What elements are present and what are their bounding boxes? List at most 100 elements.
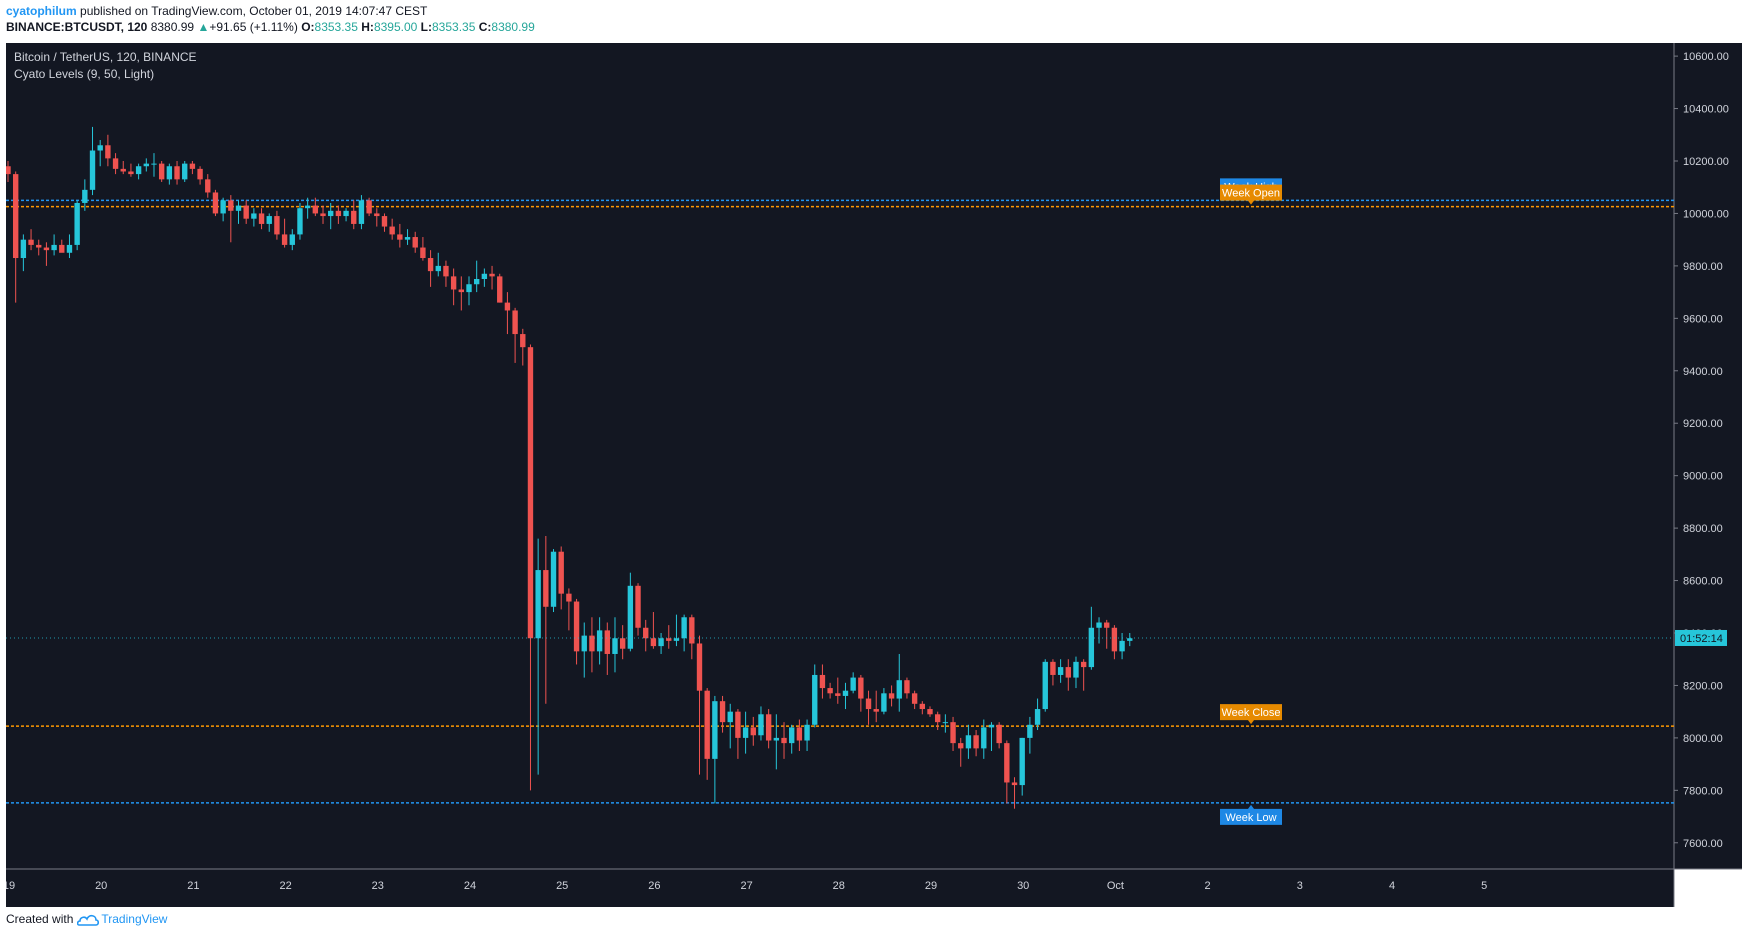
candle[interactable] xyxy=(965,724,972,759)
candle[interactable] xyxy=(835,677,841,704)
candle[interactable] xyxy=(82,179,88,211)
candle[interactable] xyxy=(988,722,995,751)
candle[interactable] xyxy=(281,218,288,248)
candle[interactable] xyxy=(266,213,272,232)
candle[interactable] xyxy=(473,260,480,293)
candle[interactable] xyxy=(543,535,549,704)
candle[interactable] xyxy=(182,161,188,182)
candle[interactable] xyxy=(858,674,864,712)
candle[interactable] xyxy=(735,709,741,759)
candle[interactable] xyxy=(289,229,295,251)
level-tag[interactable]: Week Open xyxy=(1220,184,1282,205)
candle[interactable] xyxy=(374,208,380,227)
candle[interactable] xyxy=(1111,625,1118,660)
candle[interactable] xyxy=(497,273,503,303)
candle[interactable] xyxy=(934,711,941,731)
candle[interactable] xyxy=(919,701,926,715)
candle[interactable] xyxy=(328,202,334,230)
candle[interactable] xyxy=(351,200,357,230)
candle[interactable] xyxy=(1042,659,1048,712)
candle[interactable] xyxy=(742,711,749,754)
candle[interactable] xyxy=(1011,777,1018,809)
candle[interactable] xyxy=(827,682,833,699)
candle[interactable] xyxy=(958,737,964,767)
candle[interactable] xyxy=(589,617,595,673)
candle[interactable] xyxy=(28,229,34,251)
candle[interactable] xyxy=(842,682,849,710)
level-tag[interactable]: Week Close xyxy=(1220,704,1282,725)
candle[interactable] xyxy=(427,250,434,287)
plot-area[interactable] xyxy=(6,43,1674,869)
candle[interactable] xyxy=(512,307,518,363)
indicator-label[interactable]: Cyato Levels (9, 50, Light) xyxy=(14,67,154,81)
candle[interactable] xyxy=(1034,698,1041,731)
candle[interactable] xyxy=(220,197,226,222)
candle[interactable] xyxy=(397,223,403,248)
candle[interactable] xyxy=(1027,716,1033,754)
candle[interactable] xyxy=(550,549,557,613)
candle[interactable] xyxy=(650,612,657,649)
candle[interactable] xyxy=(105,134,111,167)
candle[interactable] xyxy=(950,716,956,751)
candle[interactable] xyxy=(420,237,426,261)
candle[interactable] xyxy=(274,210,280,240)
candle[interactable] xyxy=(750,716,756,746)
candle[interactable] xyxy=(174,161,180,185)
candle[interactable] xyxy=(1088,606,1095,670)
candle[interactable] xyxy=(297,202,303,240)
candle[interactable] xyxy=(36,239,42,256)
candle[interactable] xyxy=(1080,659,1087,691)
candle[interactable] xyxy=(335,205,342,224)
candle[interactable] xyxy=(1065,659,1071,691)
candle[interactable] xyxy=(888,685,895,707)
candle[interactable] xyxy=(251,208,257,227)
candle[interactable] xyxy=(696,635,703,775)
candle[interactable] xyxy=(619,625,626,660)
candle[interactable] xyxy=(66,234,73,259)
level-tag[interactable]: Week Low xyxy=(1220,804,1282,825)
candle[interactable] xyxy=(773,714,780,770)
candle[interactable] xyxy=(904,677,910,699)
candle[interactable] xyxy=(43,242,50,266)
candle[interactable] xyxy=(389,218,395,240)
candle[interactable] xyxy=(189,161,196,175)
candle[interactable] xyxy=(927,706,933,717)
candle[interactable] xyxy=(596,617,603,665)
candle[interactable] xyxy=(51,234,57,256)
candle[interactable] xyxy=(666,625,672,649)
candle[interactable] xyxy=(765,709,772,749)
candle[interactable] xyxy=(796,719,803,751)
candle[interactable] xyxy=(412,231,418,253)
candle[interactable] xyxy=(535,538,541,775)
candle[interactable] xyxy=(719,695,726,733)
candle[interactable] xyxy=(489,265,495,290)
candle[interactable] xyxy=(304,197,311,219)
candle[interactable] xyxy=(881,688,887,715)
candle[interactable] xyxy=(1019,737,1025,796)
candle[interactable] xyxy=(481,268,488,287)
candle[interactable] xyxy=(404,229,411,245)
candle[interactable] xyxy=(74,200,80,251)
candle[interactable] xyxy=(758,706,764,741)
candle[interactable] xyxy=(120,161,126,175)
candle[interactable] xyxy=(911,690,918,710)
candle[interactable] xyxy=(704,688,710,780)
candle[interactable] xyxy=(343,208,349,222)
candle[interactable] xyxy=(981,719,987,759)
candle[interactable] xyxy=(59,239,65,253)
candle[interactable] xyxy=(1004,740,1010,804)
candle[interactable] xyxy=(143,158,149,172)
candle[interactable] xyxy=(1096,617,1102,644)
tradingview-logo-icon[interactable] xyxy=(77,913,100,926)
candle[interactable] xyxy=(358,195,365,230)
candle[interactable] xyxy=(112,153,119,175)
candle[interactable] xyxy=(158,161,165,182)
author-link[interactable]: cyatophilum xyxy=(6,4,77,18)
candle[interactable] xyxy=(689,614,695,660)
candle[interactable] xyxy=(212,189,219,217)
candle[interactable] xyxy=(1119,633,1125,660)
candle[interactable] xyxy=(635,583,641,636)
candle[interactable] xyxy=(458,276,465,311)
candle[interactable] xyxy=(466,276,472,306)
candle[interactable] xyxy=(20,234,27,272)
